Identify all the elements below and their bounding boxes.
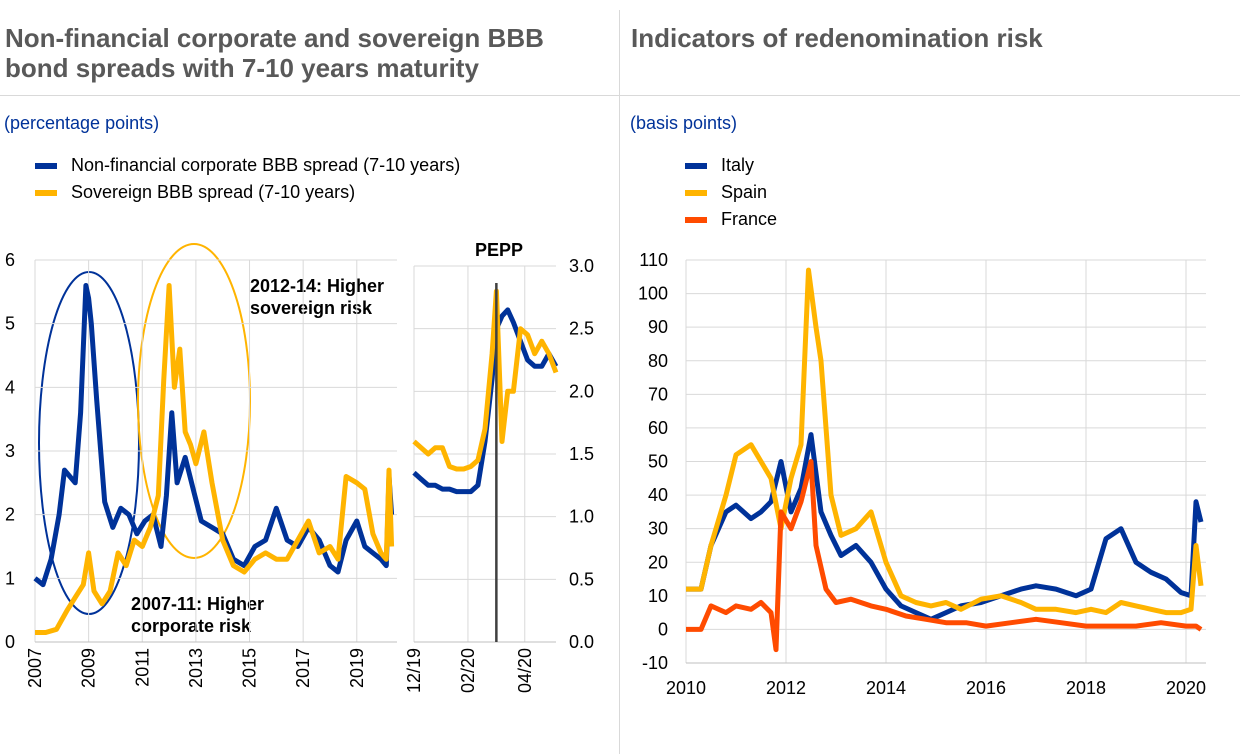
- legend-swatch-spain: [685, 189, 707, 196]
- series-line-left-corporate: [33, 283, 395, 588]
- y-tick-label-left: 1: [5, 568, 15, 588]
- series-line-spain: [686, 267, 1204, 616]
- panel-divider-vertical: [619, 10, 620, 754]
- x-tick-label-left: 2013: [186, 648, 206, 688]
- y-tick-label-right: 110: [639, 250, 668, 270]
- right-panel-title: Indicators of redenomination risk: [631, 23, 1043, 53]
- x-tick-label-right: 2020: [1166, 678, 1206, 698]
- y-tick-label-left: 0: [5, 632, 15, 652]
- x-tick-label-right: 2014: [866, 678, 906, 698]
- legend-label-france: France: [721, 209, 778, 229]
- y-tick-label-zoom: 0.5: [569, 569, 594, 589]
- left-title-line1: Non-financial corporate and sovereign BB…: [5, 23, 544, 53]
- y-tick-label-left: 3: [5, 441, 15, 461]
- right-legend: Italy Spain France: [685, 152, 777, 233]
- x-tick-label-right: 2016: [966, 678, 1006, 698]
- y-tick-label-right: 40: [648, 485, 668, 505]
- x-tick-label-left: 2011: [132, 648, 152, 687]
- y-tick-label-right: 90: [648, 317, 668, 337]
- y-tick-label-right: 70: [648, 384, 668, 404]
- x-tick-label-left: 2009: [79, 648, 99, 688]
- corporate-annotation-line1: 2007-11: Higher: [131, 594, 264, 614]
- y-tick-label-right: 80: [648, 351, 668, 371]
- legend-item-italy: Italy: [685, 152, 777, 179]
- series-line-france: [686, 459, 1203, 653]
- y-tick-label-right: 30: [648, 519, 668, 539]
- y-tick-label-left: 2: [5, 505, 15, 525]
- y-tick-label-zoom: 1.5: [569, 444, 594, 464]
- left-legend: Non-financial corporate BBB spread (7-10…: [35, 152, 460, 206]
- legend-label-spain: Spain: [721, 182, 768, 202]
- x-tick-label-left: 2017: [293, 648, 313, 688]
- x-tick-label-left: 2007: [25, 648, 45, 688]
- legend-item-corporate: Non-financial corporate BBB spread (7-10…: [35, 152, 460, 179]
- y-tick-label-right: 20: [648, 552, 668, 572]
- x-tick-label-left: 2019: [347, 648, 367, 688]
- left-panel-title: Non-financial corporate and sovereign BB…: [5, 23, 544, 83]
- legend-label-sovereign: Sovereign BBB spread (7-10 years): [71, 182, 356, 202]
- legend-item-spain: Spain: [685, 179, 777, 206]
- y-tick-label-left: 4: [5, 377, 15, 397]
- x-tick-label-right: 2012: [766, 678, 806, 698]
- y-tick-label-zoom: 1.0: [569, 507, 594, 527]
- y-tick-label-zoom: 3.0: [569, 256, 594, 276]
- corporate-annotation-line2: corporate risk: [131, 616, 252, 636]
- y-tick-label-right: -10: [642, 653, 668, 673]
- left-title-line2: bond spreads with 7-10 years maturity: [5, 53, 479, 83]
- sovereign-annotation-line1: 2012-14: Higher: [250, 276, 384, 296]
- y-tick-label-left: 5: [5, 314, 15, 334]
- series-line-left-sovereign: [35, 283, 395, 635]
- x-tick-label-left: 2015: [240, 648, 260, 688]
- y-tick-label-zoom: 0.0: [569, 632, 594, 652]
- legend-item-france: France: [685, 206, 777, 233]
- pepp-label: PEPP: [475, 240, 523, 260]
- legend-label-italy: Italy: [721, 155, 755, 175]
- left-unit-label: (percentage points): [4, 113, 160, 133]
- y-tick-label-left: 6: [5, 250, 15, 270]
- y-tick-label-right: 10: [648, 586, 668, 606]
- y-tick-label-right: 50: [648, 452, 668, 472]
- y-tick-label-right: 100: [638, 284, 668, 304]
- x-tick-label-zoom: 12/19: [404, 648, 424, 693]
- legend-swatch-italy: [685, 162, 707, 169]
- y-tick-label-right: 60: [648, 418, 668, 438]
- y-tick-label-zoom: 2.0: [569, 381, 594, 401]
- legend-label-corporate: Non-financial corporate BBB spread (7-10…: [71, 155, 461, 175]
- y-tick-label-zoom: 2.5: [569, 319, 594, 339]
- panel-divider-horizontal: [0, 95, 1240, 96]
- series-line-italy: [686, 432, 1204, 622]
- y-tick-label-right: 0: [658, 619, 668, 639]
- legend-swatch-sovereign: [35, 189, 57, 196]
- legend-swatch-france: [685, 216, 707, 223]
- series-line-zoom-sovereign: [412, 288, 559, 472]
- x-tick-label-right: 2010: [666, 678, 706, 698]
- series-line-zoom-corporate: [412, 307, 559, 495]
- sovereign-annotation-line2: sovereign risk: [250, 298, 373, 318]
- legend-item-sovereign: Sovereign BBB spread (7-10 years): [35, 179, 460, 206]
- legend-swatch-corporate: [35, 162, 57, 169]
- x-tick-label-right: 2018: [1066, 678, 1106, 698]
- x-tick-label-zoom: 02/20: [458, 648, 478, 693]
- x-tick-label-zoom: 04/20: [515, 648, 535, 693]
- right-unit-label: (basis points): [630, 113, 738, 133]
